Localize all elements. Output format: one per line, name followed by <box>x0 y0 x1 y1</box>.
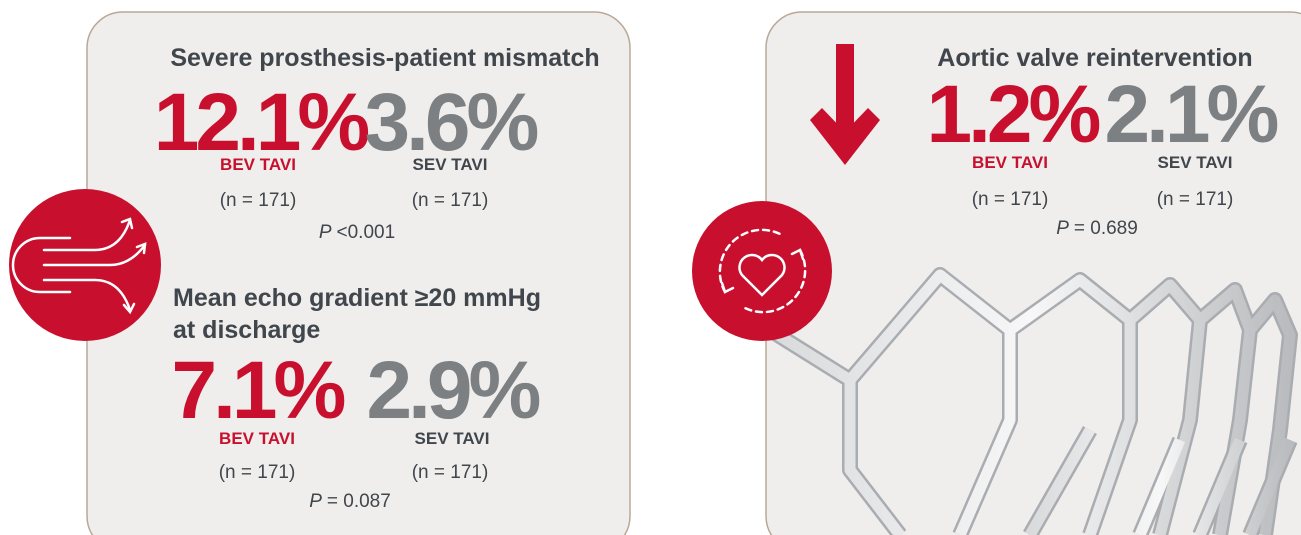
heart-icon <box>692 201 832 341</box>
n-label: (n = 171) <box>1157 189 1234 210</box>
stat-value: 7.1% <box>172 345 345 436</box>
section-title: Severe prosthesis-patient mismatch <box>170 44 599 72</box>
group-label: BEV TAVI <box>220 155 296 174</box>
group-label: SEV TAVI <box>413 155 488 174</box>
section-title: at discharge <box>173 316 320 344</box>
flow-icon <box>9 189 161 341</box>
group-label: SEV TAVI <box>415 429 490 448</box>
n-label: (n = 171) <box>220 190 297 211</box>
n-label: (n = 171) <box>412 190 489 211</box>
group-label: SEV TAVI <box>1158 153 1233 172</box>
section-title: Mean echo gradient ≥20 mmHg <box>173 284 541 312</box>
n-label: (n = 171) <box>412 462 489 483</box>
group-label: BEV TAVI <box>972 153 1048 172</box>
p-value: P= 0.689 <box>1056 218 1138 239</box>
n-label: (n = 171) <box>972 189 1049 210</box>
group-label: BEV TAVI <box>219 429 295 448</box>
stat-value: 2.9% <box>367 345 540 436</box>
stat-value: 2.1% <box>1105 69 1278 160</box>
n-label: (n = 171) <box>219 462 296 483</box>
p-value: P= 0.087 <box>309 491 391 512</box>
infographic: Severe prosthesis-patient mismatch 12.1%… <box>0 0 1301 535</box>
section-title: Aortic valve reintervention <box>937 44 1252 72</box>
p-value: P<0.001 <box>319 222 395 243</box>
stat-value: 1.2% <box>927 69 1100 160</box>
